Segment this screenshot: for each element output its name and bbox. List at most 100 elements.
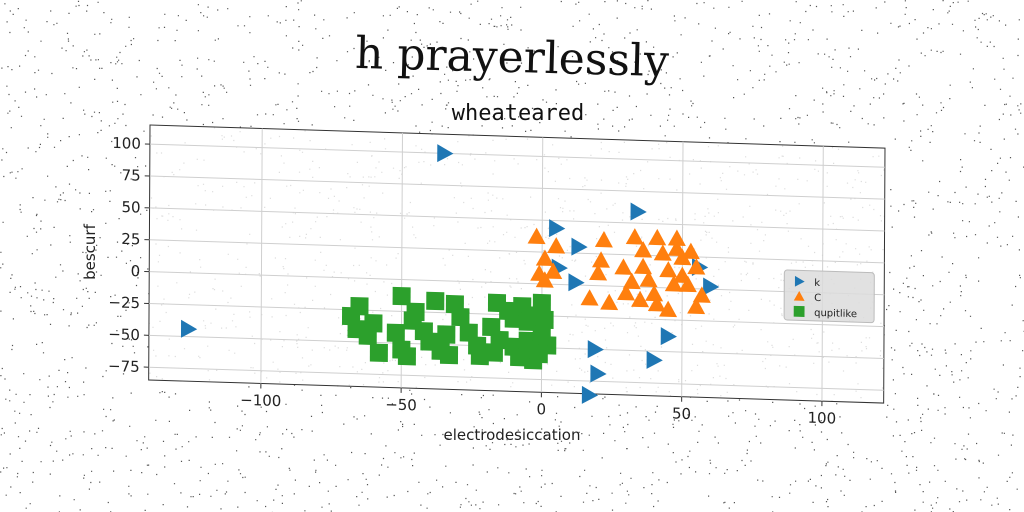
data-point-k <box>568 273 585 292</box>
data-point-k <box>646 350 663 369</box>
y-tick-label: 75 <box>122 166 141 185</box>
legend-marker-c <box>793 291 805 301</box>
data-point-k <box>437 144 454 163</box>
x-tick-label: 50 <box>672 404 691 423</box>
data-point-c <box>692 286 711 303</box>
data-point-c <box>647 295 666 312</box>
axis-ticks: −100 −50 0 50 100 −75 −50 −25 0 25 50 75 100 <box>108 134 836 428</box>
data-point-c <box>535 249 554 267</box>
chart-title: wheateared <box>452 101 584 126</box>
data-point-qupitlike <box>518 312 537 332</box>
data-point-c <box>600 293 619 311</box>
data-point-c <box>681 242 700 260</box>
y-grid-line <box>149 239 885 264</box>
data-point-qupitlike <box>490 330 509 350</box>
data-point-qupitlike <box>392 286 411 306</box>
data-point-c <box>580 289 599 306</box>
data-point-k <box>630 202 647 221</box>
y-tick-label: −50 <box>108 325 140 344</box>
data-point-qupitlike <box>529 344 548 364</box>
data-point-k <box>660 327 677 346</box>
data-point-qupitlike <box>437 325 456 344</box>
data-point-c <box>594 230 613 248</box>
data-point-c <box>687 297 706 315</box>
legend-marker-qupitlike <box>793 305 805 317</box>
data-point-qupitlike <box>535 310 554 330</box>
data-point-c <box>527 227 546 245</box>
data-point-qupitlike <box>532 293 551 313</box>
plot-background <box>148 124 886 404</box>
y-grid-line <box>149 175 885 200</box>
grid-lines <box>148 128 885 402</box>
x-tick-label: −100 <box>240 391 281 410</box>
legend-marker-group <box>793 291 805 301</box>
data-point-c <box>622 272 641 290</box>
x-tick-label: 100 <box>807 409 836 428</box>
legend-marker-group <box>793 305 805 317</box>
data-point-c <box>687 258 706 275</box>
data-point-c <box>678 275 697 293</box>
data-point-c <box>591 251 610 268</box>
data-point-qupitlike <box>358 326 377 346</box>
data-point-qupitlike <box>451 307 470 327</box>
data-point-c <box>589 263 608 281</box>
x-tick-label: −50 <box>385 395 417 414</box>
data-point-k <box>703 277 720 296</box>
data-point-k <box>587 340 604 359</box>
data-point-k <box>590 364 607 383</box>
y-axis-label: bescurf <box>81 223 99 279</box>
data-point-k <box>571 237 588 256</box>
legend-label-c: C <box>814 293 821 304</box>
legend-box <box>783 269 875 324</box>
y-tick-label: 50 <box>121 198 140 217</box>
data-point-c <box>530 264 549 282</box>
legend-marker-group <box>794 275 805 287</box>
y-grid-line <box>149 207 885 232</box>
data-point-c <box>673 248 692 266</box>
x-tick-label: 0 <box>536 400 546 418</box>
data-point-qupitlike <box>369 343 388 363</box>
data-point-qupitlike <box>426 291 445 311</box>
x-axis-label: electrodesiccation <box>444 426 581 444</box>
data-point-c <box>634 257 653 275</box>
y-tick-label: −25 <box>108 293 140 312</box>
legend-marker-k <box>794 275 805 287</box>
y-grid-line <box>149 271 885 296</box>
legend-label-k: k <box>814 278 820 289</box>
data-point-c <box>625 228 644 245</box>
data-point-qupitlike <box>386 323 405 343</box>
data-point-c <box>544 262 563 280</box>
legend-label-qupitlike: qupitlike <box>814 308 857 320</box>
data-point-c <box>634 241 653 258</box>
data-point-qupitlike <box>392 340 411 359</box>
data-point-c <box>664 275 683 292</box>
data-point-c <box>653 244 672 261</box>
y-grid-line <box>149 143 885 168</box>
data-points <box>180 144 720 404</box>
data-point-c <box>659 300 678 318</box>
y-tick-label: 0 <box>131 262 141 280</box>
data-point-qupitlike <box>470 346 489 366</box>
data-point-c <box>667 229 686 246</box>
data-point-c <box>639 270 658 288</box>
data-point-c <box>614 258 633 275</box>
data-point-c <box>645 284 664 302</box>
data-point-k <box>180 319 198 338</box>
data-point-c <box>547 237 566 254</box>
chart-plot-area: −100 −50 0 50 100 −75 −50 −25 0 25 50 75 100 kCqupit… <box>108 124 886 428</box>
data-point-qupitlike <box>439 345 459 365</box>
y-tick-label: −75 <box>108 357 140 376</box>
data-point-c <box>617 283 636 301</box>
x-grid-line <box>260 128 263 384</box>
data-point-k <box>549 219 566 238</box>
data-point-k <box>581 385 599 404</box>
data-point-c <box>648 228 667 246</box>
data-point-c <box>631 290 650 308</box>
y-tick-label: 100 <box>112 134 141 153</box>
data-point-c <box>659 261 678 278</box>
data-point-qupitlike <box>510 347 529 367</box>
y-grid-line <box>148 366 884 391</box>
y-tick-label: 25 <box>121 230 140 249</box>
